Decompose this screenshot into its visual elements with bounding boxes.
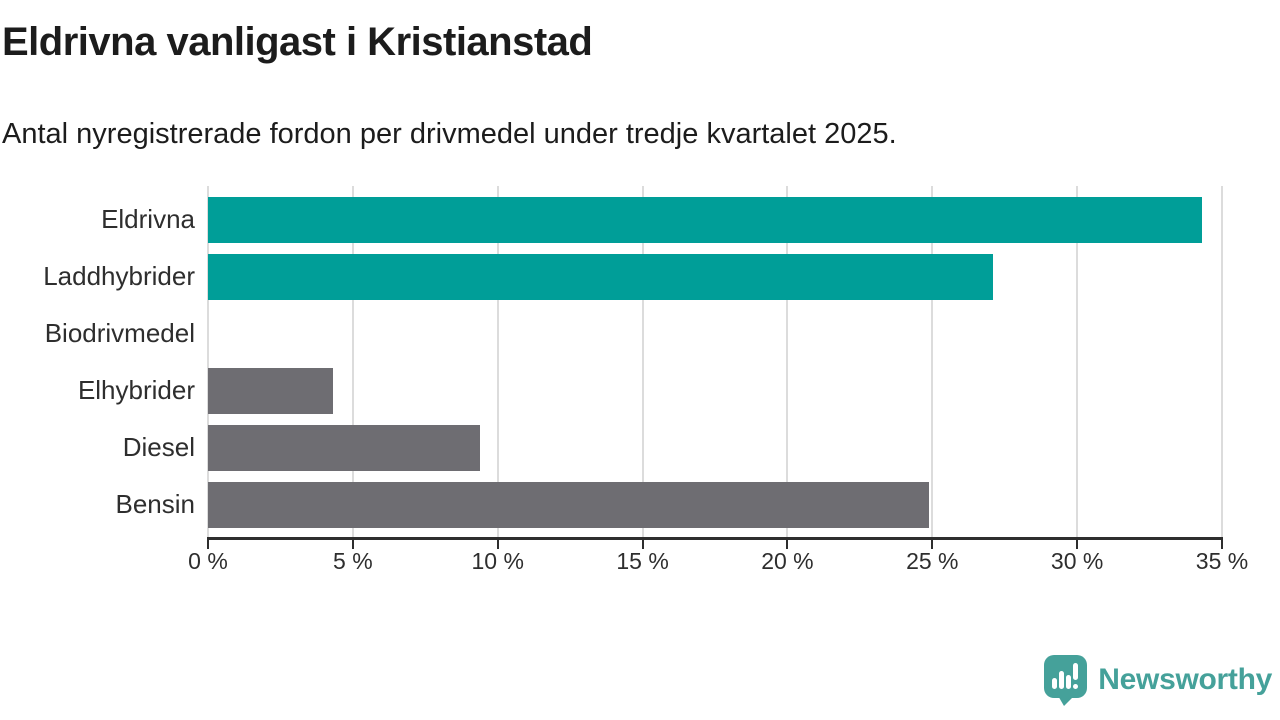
category-label: Biodrivmedel <box>44 318 195 348</box>
x-axis-tick <box>786 540 789 549</box>
x-axis-tick-label: 10 % <box>471 548 524 574</box>
gridline <box>931 186 934 537</box>
gridline <box>786 186 789 537</box>
bar-chart: Eldrivna Laddhybrider Biodrivmedel Elhybrid… <box>0 186 1248 596</box>
x-axis-tick <box>1076 540 1079 549</box>
gridline <box>207 186 209 537</box>
chart-title: Eldrivna vanligast i Kristianstad <box>2 20 593 64</box>
bar-rows: Eldrivna Laddhybrider Biodrivmedel Elhybrid… <box>0 191 1222 533</box>
category-label: Bensin <box>115 489 196 519</box>
x-axis-tick <box>641 540 644 549</box>
bar-track <box>208 424 1222 471</box>
bar-bensin <box>208 481 930 528</box>
bar-row: Laddhybrider <box>0 248 1222 305</box>
x-axis-tick <box>351 540 354 549</box>
bar-track <box>208 311 1222 357</box>
x-axis-tick-label: 30 % <box>1050 548 1104 574</box>
x-axis-tick-label: 20 % <box>761 548 814 574</box>
brand-name: Newsworthy <box>1098 663 1272 696</box>
bar-row: Elhybrider <box>0 362 1222 419</box>
x-axis-tick <box>1221 540 1223 549</box>
bar-row: Diesel <box>0 419 1222 476</box>
bar-track <box>208 196 1222 243</box>
x-axis-tick-label: 5 % <box>333 548 373 574</box>
category-label: Diesel <box>122 432 195 462</box>
x-axis-tick-label: 0 % <box>188 548 228 574</box>
bar-laddhybrider <box>208 253 994 300</box>
bar-track <box>208 253 1222 300</box>
gridlines <box>207 186 1223 537</box>
category-label: Laddhybrider <box>43 261 195 291</box>
x-axis-line <box>207 537 1223 540</box>
gridline <box>496 186 499 537</box>
bar-track <box>208 367 1222 414</box>
category-label: Elhybrider <box>77 375 195 405</box>
bar-chart-speech-bubble-icon <box>1044 655 1088 706</box>
category-label: Eldrivna <box>101 204 195 234</box>
bar-elhybrider <box>208 367 333 414</box>
bar-track <box>208 481 1222 528</box>
x-axis-tick-label: 35 % <box>1195 548 1249 574</box>
x-axis-tick-label: 15 % <box>616 548 669 574</box>
gridline <box>351 186 354 537</box>
x-axis-tick <box>496 540 499 549</box>
gridline <box>1076 186 1079 537</box>
x-axis-tick <box>207 540 209 549</box>
x-axis-tick <box>931 540 934 549</box>
bar-row: Biodrivmedel <box>0 305 1222 362</box>
gridline <box>1221 186 1223 537</box>
bar-eldrivna <box>208 196 1202 243</box>
bar-diesel <box>208 424 481 471</box>
gridline <box>641 186 644 537</box>
x-axis-tick-label: 25 % <box>906 548 959 574</box>
bar-row: Eldrivna <box>0 191 1222 248</box>
chart-subtitle: Antal nyregistrerade fordon per drivmede… <box>2 118 897 150</box>
bar-row: Bensin <box>0 476 1222 533</box>
brand-footer: Newsworthy <box>1043 654 1272 706</box>
